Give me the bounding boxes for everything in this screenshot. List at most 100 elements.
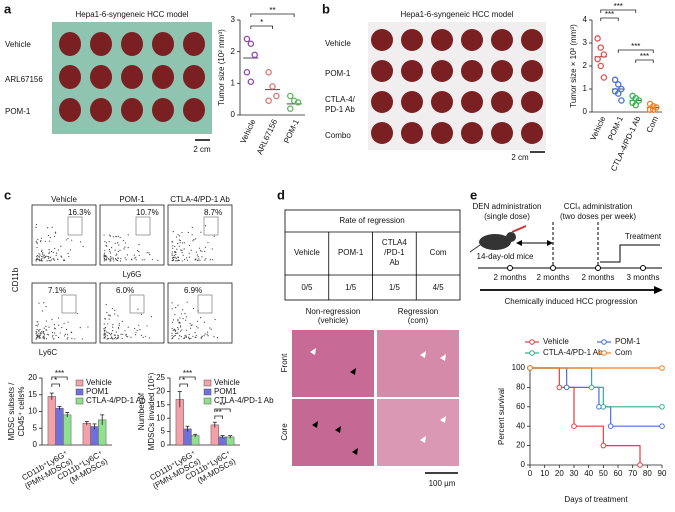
flow-event — [65, 328, 68, 331]
liver — [152, 32, 174, 56]
significance-label: ** — [219, 401, 225, 410]
flow-event — [177, 234, 179, 236]
flow-event — [103, 335, 105, 337]
flow-event — [171, 327, 173, 330]
liver — [431, 122, 453, 144]
flow-event — [37, 321, 39, 323]
flow-event — [66, 334, 69, 336]
significance-label: *** — [55, 369, 64, 378]
data-point — [243, 35, 251, 43]
survival-point — [600, 442, 607, 449]
flow-event — [35, 324, 37, 326]
y-tick-label: 10 — [156, 413, 165, 422]
flow-event — [69, 249, 71, 251]
flow-event — [109, 235, 112, 237]
flow-event — [114, 258, 117, 260]
flow-event — [175, 253, 177, 256]
flow-event — [186, 257, 188, 259]
flow-event — [38, 330, 40, 332]
flow-event — [126, 254, 128, 256]
flow-event — [63, 259, 65, 261]
significance-bracket — [250, 13, 295, 17]
liver — [461, 91, 483, 113]
liver — [401, 91, 423, 113]
flow-event — [216, 337, 219, 339]
significance-bracket — [250, 25, 273, 29]
flow-event — [200, 231, 202, 233]
flow-event — [196, 320, 199, 322]
flow-event — [45, 306, 47, 308]
flow-event — [117, 242, 119, 244]
y-tick-label: 20 — [28, 373, 37, 382]
flow-event — [57, 317, 60, 319]
survival-step — [574, 425, 604, 446]
panel-label: a — [4, 1, 12, 16]
flow-event — [124, 242, 127, 244]
flow-event — [35, 260, 37, 262]
y-tick-label: 3 — [583, 38, 588, 47]
schema-text: (two doses per week) — [560, 212, 636, 221]
flow-event — [206, 333, 208, 335]
flow-event — [144, 335, 147, 337]
arrowhead — [516, 240, 522, 246]
survival-point — [556, 384, 563, 391]
flow-event — [127, 234, 129, 236]
flow-event — [65, 239, 67, 241]
flow-event — [177, 320, 179, 322]
flow-event — [175, 306, 177, 309]
flow-event — [36, 337, 38, 339]
flow-event — [103, 234, 105, 236]
liver — [401, 29, 423, 51]
flow-event — [42, 255, 44, 257]
mouse-icon — [479, 234, 511, 250]
row-label: Combo — [325, 131, 351, 140]
column-header: Com — [430, 248, 447, 257]
flow-event — [181, 329, 183, 331]
column-header: POM-1 — [338, 248, 364, 257]
flow-event — [117, 259, 119, 262]
schema-text: CCl₄ administration — [564, 202, 633, 211]
flow-event — [41, 332, 43, 334]
flow-event — [107, 338, 109, 340]
flow-event — [104, 249, 106, 252]
flow-event — [35, 333, 37, 335]
flow-event — [180, 336, 182, 338]
flow-event — [113, 334, 115, 336]
flow-event — [114, 336, 117, 339]
flow-event — [71, 337, 73, 340]
y-axis-label: Number of — [137, 392, 146, 430]
liver-photo — [368, 22, 546, 150]
liver — [90, 98, 112, 122]
flow-event — [104, 318, 106, 320]
flow-event — [186, 301, 188, 303]
flow-event — [36, 242, 38, 244]
flow-event — [48, 252, 50, 255]
flow-event — [37, 325, 39, 327]
flow-event — [205, 258, 207, 260]
flow-event — [135, 259, 137, 261]
table-cell: 1/5 — [389, 283, 401, 292]
flow-event — [38, 256, 41, 258]
data-point — [618, 85, 625, 93]
flow-event — [38, 255, 40, 257]
significance-label: *** — [631, 42, 640, 51]
flow-event — [114, 249, 116, 251]
flow-event — [213, 336, 215, 338]
flow-event — [53, 324, 55, 326]
histology-image — [377, 330, 459, 397]
flow-event — [41, 310, 44, 312]
flow-event — [42, 330, 45, 333]
flow-event — [193, 239, 195, 241]
y-tick-label: 0 — [231, 110, 236, 119]
survival-point — [588, 384, 595, 391]
flow-event — [118, 324, 120, 327]
flow-event — [178, 235, 181, 237]
flow-event — [66, 338, 68, 340]
flow-event — [74, 338, 76, 340]
significance-label: * — [260, 18, 263, 27]
row-label: ARL67156 — [5, 75, 43, 84]
flow-event — [54, 231, 57, 233]
flow-event — [119, 249, 121, 251]
survival-step — [598, 406, 612, 427]
flow-event — [123, 248, 125, 250]
